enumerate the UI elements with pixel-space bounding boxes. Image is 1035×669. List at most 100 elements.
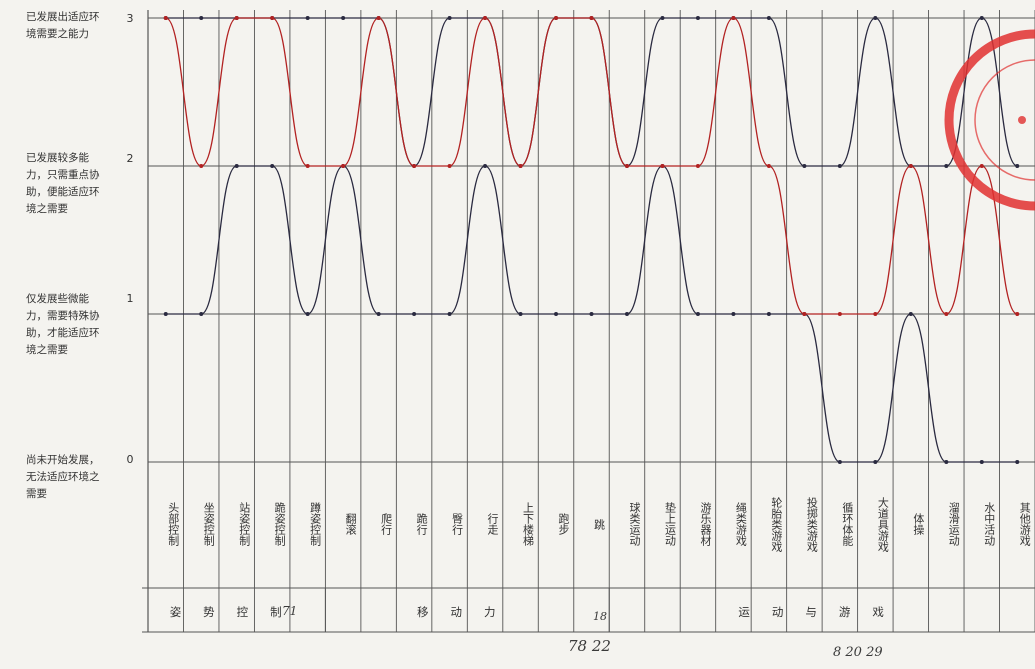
y-tick-1: 1 (126, 292, 134, 305)
level-label-0: 尚未开始发展，无法适应环境之需要 (26, 454, 100, 500)
series-1-point-24 (1015, 164, 1020, 168)
category-label: 垫上运动 (663, 502, 677, 546)
handwritten-mark-middle: 18 (593, 610, 607, 623)
series-0-point-3 (270, 164, 275, 168)
category-label: 坐姿控制 (202, 502, 216, 546)
series-2-point-21 (908, 164, 913, 168)
series-2-point-18 (802, 312, 807, 316)
category-label: 跑步 (557, 513, 571, 535)
series-0-point-22 (944, 460, 949, 464)
category-label: 溜滑运动 (947, 502, 961, 546)
category-label: 站姿控制 (237, 502, 251, 546)
series-0-point-2 (234, 164, 239, 168)
category-label: 爬行 (379, 513, 393, 535)
category-label: 跪姿控制 (273, 502, 287, 546)
series-0-point-12 (589, 312, 594, 316)
category-label: 水中活动 (982, 502, 996, 546)
series-2-point-13 (624, 164, 629, 168)
category-label: 球类运动 (627, 502, 641, 546)
category-label: 头部控制 (166, 502, 180, 546)
series-2-point-22 (944, 312, 949, 316)
series-2-point-19 (837, 312, 842, 316)
series-1-point-5 (341, 16, 346, 20)
level-label-2: 已发展较多能力，只需重点协助，便能适应环境之需要 (26, 152, 100, 215)
series-0-point-4 (305, 312, 310, 316)
series-2-point-12 (589, 16, 594, 20)
category-label: 大道具游戏 (876, 496, 890, 552)
series-2-point-15 (695, 164, 700, 168)
series-0-point-10 (518, 312, 523, 316)
series-0-point-6 (376, 312, 381, 316)
series-0-point-9 (483, 164, 488, 168)
series-1-point-1 (199, 16, 204, 20)
series-layer (163, 16, 1020, 464)
y-tick-0: 0 (126, 453, 134, 466)
series-2-point-8 (447, 164, 452, 168)
handwritten-mark-bottom-right: 8 20 29 (833, 645, 883, 660)
category-label: 行走 (486, 513, 500, 535)
series-2-point-10 (518, 164, 523, 168)
series-2-point-23 (979, 164, 984, 168)
series-2-point-6 (376, 16, 381, 20)
series-2-point-4 (305, 164, 310, 168)
grid-lines (142, 10, 1035, 633)
handwritten-mark-left: 71 (282, 604, 298, 618)
category-label: 翻滚 (344, 513, 358, 535)
series-0-point-8 (447, 312, 452, 316)
series-1-point-20 (873, 16, 878, 20)
level-label-1: 仅发展些微能力，需要特殊协助，才能适应环境之需要 (26, 293, 100, 356)
series-2-point-11 (554, 16, 559, 20)
series-1-point-22 (944, 164, 949, 168)
category-label: 体操 (911, 513, 925, 535)
red-stamp (944, 29, 1035, 211)
category-label: 跪行 (415, 513, 429, 535)
series-2-point-3 (270, 16, 275, 20)
series-2-point-1 (199, 164, 204, 168)
category-label: 跳 (592, 518, 606, 530)
series-2-point-24 (1015, 312, 1020, 316)
category-label: 投掷类游戏 (805, 496, 819, 552)
group-label: 运动与游戏 (738, 605, 906, 619)
series-0-point-11 (554, 312, 559, 316)
series-1-point-14 (660, 16, 665, 20)
category-label: 蹲姿控制 (308, 502, 322, 546)
series-2-point-2 (234, 16, 239, 20)
category-label: 上下楼梯 (521, 502, 535, 546)
series-line-1 (165, 17, 1018, 167)
series-1-point-15 (695, 16, 700, 20)
level-label-3: 已发展出适应环境需要之能力 (26, 11, 100, 40)
series-2-point-17 (766, 164, 771, 168)
group-label: 移动力 (417, 605, 518, 619)
series-1-point-19 (837, 164, 842, 168)
category-label: 臀行 (450, 513, 464, 535)
y-tick-3: 3 (126, 12, 134, 25)
group-label: 姿势控制 (169, 605, 304, 619)
series-2-point-0 (163, 16, 168, 20)
series-0-point-21 (908, 312, 913, 316)
series-0-point-16 (731, 312, 736, 316)
series-0-point-15 (695, 312, 700, 316)
category-label: 游乐器材 (698, 502, 712, 546)
series-1-point-18 (802, 164, 807, 168)
series-0-point-0 (163, 312, 168, 316)
series-0-point-24 (1015, 460, 1020, 464)
series-0-point-7 (412, 312, 417, 316)
series-0-point-20 (873, 460, 878, 464)
series-0-point-1 (199, 312, 204, 316)
y-tick-2: 2 (126, 152, 134, 165)
series-2-point-7 (412, 164, 417, 168)
series-2-point-16 (731, 16, 736, 20)
series-1-point-8 (447, 16, 452, 20)
category-label: 轮胎类游戏 (769, 496, 783, 552)
series-0-point-13 (624, 312, 629, 316)
handwritten-mark-bottom-center: 78 22 (568, 637, 611, 655)
series-0-point-19 (837, 460, 842, 464)
series-1-point-23 (979, 16, 984, 20)
series-0-point-23 (979, 460, 984, 464)
category-label: 循环体能 (840, 502, 854, 546)
series-0-point-17 (766, 312, 771, 316)
series-1-point-4 (305, 16, 310, 20)
series-2-point-9 (483, 16, 488, 20)
series-2-point-20 (873, 312, 878, 316)
